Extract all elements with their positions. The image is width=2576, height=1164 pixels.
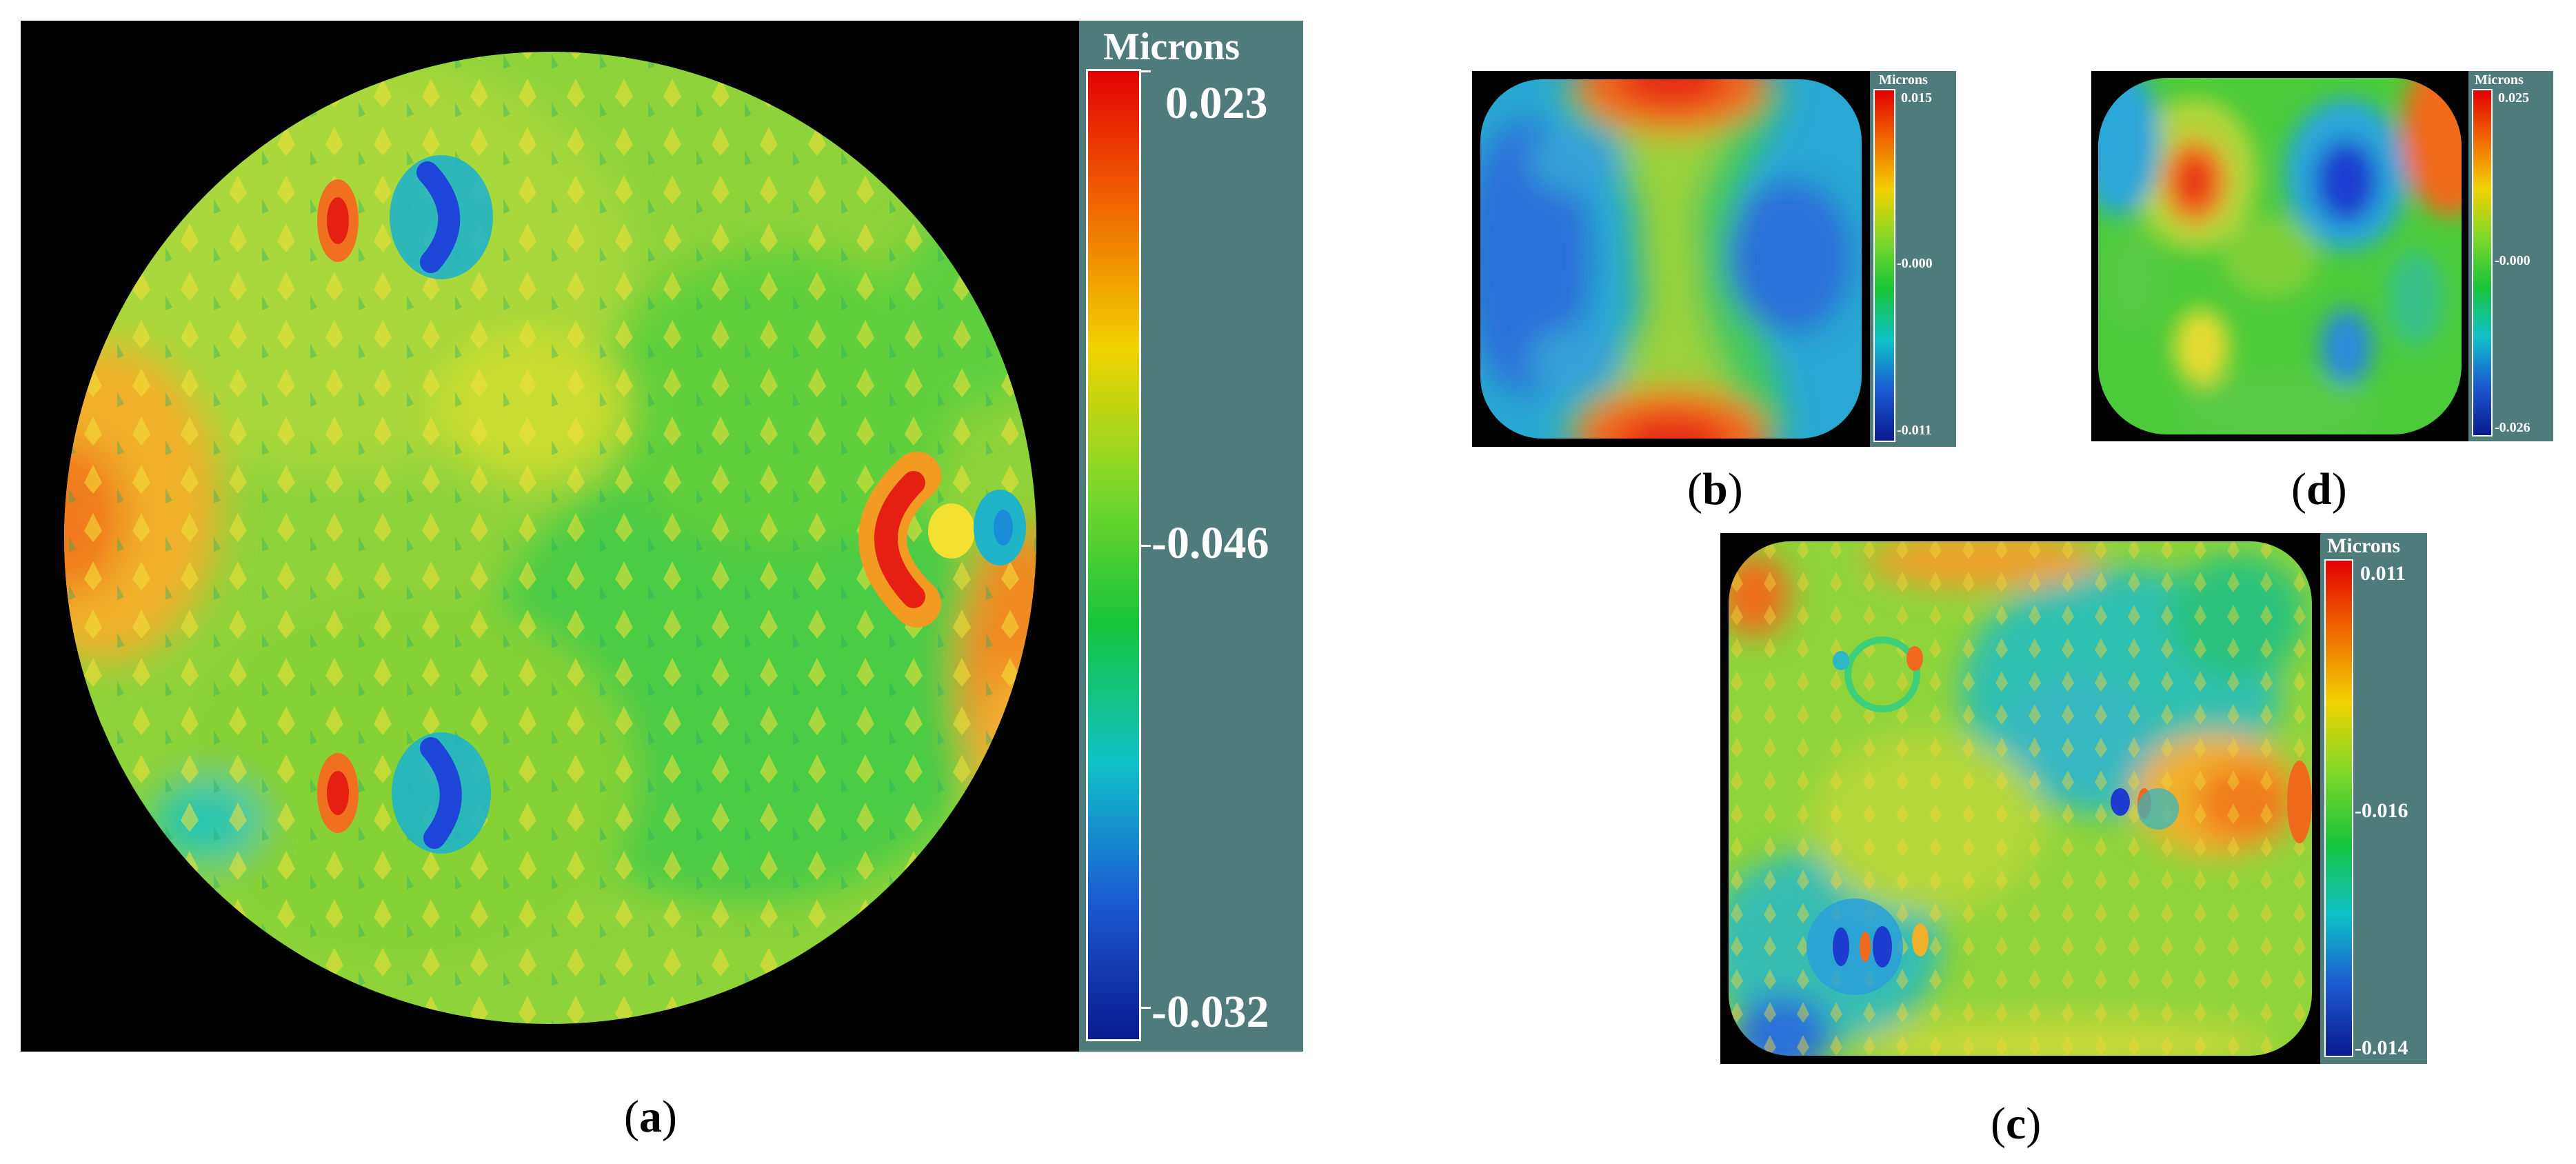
colorbar-d-gradient (2472, 89, 2493, 436)
caption-d: (d) (2291, 464, 2347, 514)
colorbar-a-label-top: 0.023 (1165, 78, 1268, 128)
surface-map-b (1480, 79, 1862, 439)
panel-c: Microns 0.011 -0.016 -0.014 (1720, 533, 2427, 1064)
colorbar-a-tick-mark-top (1141, 70, 1151, 72)
colorbar-b-gradient (1873, 89, 1895, 442)
panel-b: Microns 0.015 -0.000 -0.011 (1472, 71, 1956, 447)
surface-map-d (2098, 78, 2462, 434)
colorbar-d-label-mid: -0.000 (2495, 253, 2530, 268)
colorbar-a-label-bottom: -0.032 (1151, 987, 1269, 1037)
colorbar-a-tick-mark-bottom (1141, 1007, 1151, 1009)
colorbar-c-title: Microns (2327, 534, 2401, 557)
colorbar-a-tick-mark-mid (1141, 545, 1151, 547)
colorbar-b-label-bottom: -0.011 (1897, 423, 1932, 438)
colorbar-a-title: Microns (1103, 26, 1240, 68)
colorbar-d-label-top: 0.025 (2498, 90, 2529, 106)
colorbar-b-title: Microns (1879, 72, 1928, 88)
caption-c: (c) (1991, 1098, 2042, 1149)
caption-b: (b) (1687, 464, 1743, 514)
caption-a-letter: a (638, 1092, 662, 1142)
panel-a: Microns 0.023 -0.046 -0.032 (21, 21, 1303, 1055)
colorbar-c-gradient (2324, 559, 2353, 1057)
colorbar-d-title: Microns (2475, 72, 2524, 88)
colorbar-b-label-mid: -0.000 (1897, 256, 1933, 271)
surface-map-a (64, 52, 1036, 1024)
colorbar-c-label-mid: -0.016 (2355, 799, 2408, 822)
caption-c-letter: c (2005, 1098, 2026, 1149)
colorbar-c-label-bottom: -0.014 (2355, 1036, 2408, 1059)
caption-d-letter: d (2306, 464, 2332, 514)
surface-map-c (1729, 541, 2312, 1056)
caption-a: (a) (624, 1092, 677, 1142)
caption-b-letter: b (1702, 464, 1728, 514)
panel-d: Microns 0.025 -0.000 -0.026 (2091, 71, 2553, 441)
colorbar-a-label-mid: -0.046 (1151, 518, 1269, 568)
colorbar-d-label-bottom: -0.026 (2495, 420, 2530, 435)
colorbar-c-label-top: 0.011 (2360, 562, 2406, 585)
colorbar-a-gradient (1086, 69, 1141, 1041)
colorbar-b-label-top: 0.015 (1901, 90, 1932, 106)
